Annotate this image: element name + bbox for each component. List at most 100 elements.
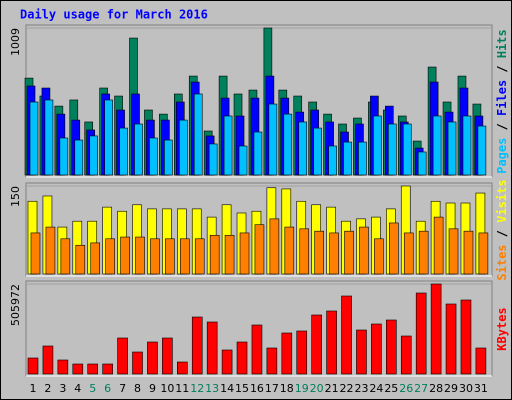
bar: [179, 119, 188, 176]
x-tick-label: 8: [134, 382, 141, 395]
bar: [72, 363, 84, 375]
bar: [134, 123, 143, 176]
bar: [432, 115, 442, 176]
bar: [135, 236, 145, 275]
bar: [269, 218, 280, 275]
x-tick-label: 2: [44, 382, 51, 395]
bar: [208, 143, 218, 176]
bar: [460, 299, 472, 375]
bar: [313, 127, 322, 176]
bar: [254, 224, 265, 275]
bar: [433, 216, 444, 275]
bar: [29, 101, 39, 176]
bar: [180, 238, 190, 275]
bar: [373, 115, 382, 176]
bar: [281, 332, 293, 375]
x-tick-label: 28: [429, 382, 443, 395]
x-tick-label: 3: [59, 382, 66, 395]
bar: [462, 115, 472, 176]
bar: [105, 238, 115, 275]
bar: [194, 238, 205, 275]
legend-entry: Sites: [495, 244, 509, 280]
bar: [191, 316, 203, 375]
bar: [447, 121, 457, 176]
x-tick-label: 6: [104, 382, 111, 395]
legend-separator: /: [495, 58, 509, 80]
bar: [283, 113, 293, 176]
bar: [87, 363, 99, 375]
bar: [177, 361, 188, 375]
bar: [162, 337, 173, 375]
bar: [120, 236, 130, 275]
y-tick-label: 505972: [9, 284, 22, 326]
bar: [102, 363, 113, 375]
bar: [238, 145, 248, 176]
x-tick-label: 22: [340, 382, 354, 395]
legend-entry: Pages: [495, 138, 509, 174]
bar: [386, 319, 397, 375]
bar: [165, 238, 175, 275]
bar: [341, 295, 352, 375]
x-tick-label: 19: [295, 382, 309, 395]
bar: [359, 226, 369, 275]
bar: [221, 349, 233, 375]
bar: [224, 234, 235, 275]
bar: [298, 121, 308, 176]
bar: [417, 151, 427, 176]
bar: [104, 99, 113, 176]
x-tick-label: 31: [474, 382, 488, 395]
bar: [311, 314, 322, 375]
bar: [30, 232, 41, 275]
bar: [45, 226, 56, 275]
bar: [132, 351, 143, 375]
bar: [164, 139, 173, 176]
bar: [477, 125, 487, 176]
bar: [415, 292, 427, 375]
bar: [430, 283, 442, 375]
bar: [463, 230, 474, 275]
x-tick-label: 5: [89, 382, 96, 395]
bar: [388, 123, 397, 176]
bar: [75, 244, 86, 275]
bar: [314, 230, 324, 275]
bar: [343, 141, 352, 176]
bar: [147, 341, 158, 375]
bar: [117, 337, 128, 375]
bar: [326, 310, 337, 375]
x-tick-label: 17: [265, 382, 279, 395]
bar: [403, 232, 414, 275]
bar: [328, 145, 337, 176]
bar: [478, 232, 489, 275]
bar: [448, 228, 459, 275]
bar: [358, 141, 367, 176]
legend-entry: KBytes: [495, 307, 509, 350]
bar: [206, 321, 218, 375]
bar: [268, 103, 278, 176]
x-tick-label: 30: [459, 382, 473, 395]
bar: [223, 115, 233, 176]
x-tick-label: 15: [235, 382, 249, 395]
bar: [59, 137, 69, 176]
legend-entry: Visits: [495, 179, 509, 222]
bar: [57, 359, 69, 375]
x-tick-label: 14: [220, 382, 234, 395]
bar: [44, 99, 54, 176]
bar: [371, 323, 382, 375]
bar: [400, 335, 412, 375]
bar: [209, 234, 220, 275]
x-tick-label: 13: [205, 382, 219, 395]
x-tick-label: 23: [354, 382, 368, 395]
x-tick-label: 10: [160, 382, 174, 395]
x-tick-label: 1: [30, 382, 37, 395]
legend: Pages / Files / Hits: [495, 29, 509, 174]
y-tick-label: 150: [9, 186, 22, 207]
bar: [89, 135, 99, 176]
bar: [475, 347, 487, 375]
bar: [329, 232, 339, 275]
bar: [42, 345, 54, 375]
legend-separator: /: [495, 116, 509, 138]
x-tick-label: 7: [119, 382, 126, 395]
bar: [90, 242, 101, 275]
bar: [251, 324, 263, 375]
